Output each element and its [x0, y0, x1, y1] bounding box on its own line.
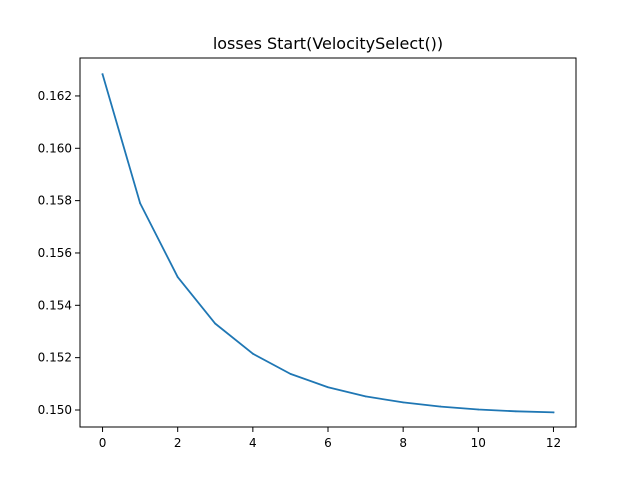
data-point [139, 202, 142, 205]
plot-area: 0 2 4 6 8 10 12 0.150 0.152 0.154 0.156 0.158 0.160… [38, 57, 577, 450]
data-point [514, 410, 517, 413]
x-tick-label: 2 [174, 436, 182, 450]
data-point [439, 405, 442, 408]
y-tick-label: 0.162 [38, 89, 72, 103]
data-point [402, 401, 405, 404]
data-point [251, 352, 254, 355]
y-tick-label: 0.152 [38, 351, 72, 365]
x-tick-label: 0 [99, 436, 107, 450]
x-tick-label: 10 [471, 436, 486, 450]
y-axis: 0.150 0.152 0.154 0.156 0.158 0.160 0.162 [38, 89, 80, 417]
y-tick-label: 0.154 [38, 298, 72, 312]
x-tick-label: 4 [249, 436, 257, 450]
y-tick-label: 0.156 [38, 246, 72, 260]
data-point [477, 408, 480, 411]
data-point [101, 73, 104, 76]
data-point [552, 411, 555, 414]
data-point [289, 372, 292, 375]
data-point [364, 395, 367, 398]
x-axis: 0 2 4 6 8 10 12 [99, 427, 561, 450]
y-tick-label: 0.150 [38, 403, 72, 417]
y-tick-label: 0.158 [38, 194, 72, 208]
y-tick-label: 0.160 [38, 141, 72, 155]
x-tick-label: 8 [399, 436, 407, 450]
data-point [176, 276, 179, 278]
data-point [214, 322, 217, 325]
series-layer [101, 73, 555, 414]
x-tick-label: 12 [546, 436, 561, 450]
data-point [327, 386, 329, 389]
x-tick-label: 6 [324, 436, 332, 450]
chart-title: losses Start(VelocitySelect()) [213, 34, 443, 53]
